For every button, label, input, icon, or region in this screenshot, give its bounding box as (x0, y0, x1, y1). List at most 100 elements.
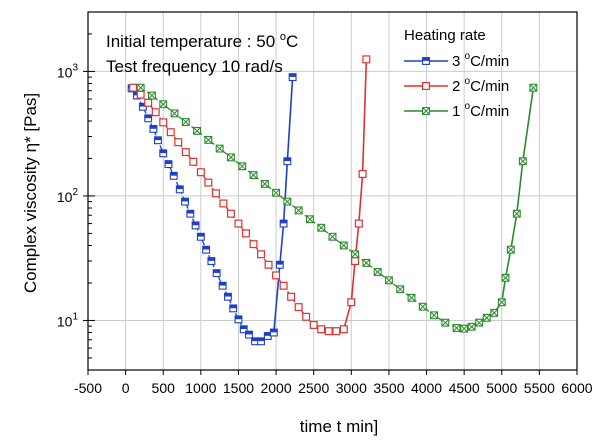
data-point-fill (229, 304, 237, 309)
data-point-cross (513, 209, 521, 218)
data-point-cross (529, 83, 538, 92)
data-point-cross (362, 259, 371, 267)
data-point-cross (490, 309, 498, 317)
data-point (272, 271, 281, 280)
data-point-fill (176, 185, 184, 190)
series-line-solid (255, 77, 294, 343)
y-axis-title: Complex viscosity η* [Pas] (21, 93, 40, 293)
data-point (339, 325, 348, 334)
data-point (294, 303, 303, 312)
y-tick-label: 102 (57, 187, 79, 205)
annotation-initial-temperature: Initial temperature : 50 oC (106, 31, 298, 51)
data-point-cross (261, 180, 269, 188)
data-point-cross (351, 250, 359, 259)
legend-label: 2 oC/min (452, 76, 509, 95)
data-point (211, 189, 220, 198)
data-point-fill (240, 325, 248, 330)
data-point-cross (317, 224, 325, 232)
data-point-cross (467, 322, 476, 331)
data-point-cross (136, 83, 145, 92)
x-tick-label: 6000 (561, 380, 592, 396)
data-point-fill (170, 172, 178, 176)
data-point-cross (340, 241, 348, 250)
legend-title: Heating rate (404, 27, 486, 44)
x-tick-label: 2500 (298, 380, 329, 396)
data-point-cross (170, 109, 179, 118)
x-tick-label: 3000 (336, 380, 367, 396)
data-point-cross (328, 233, 337, 241)
data-point-cross (306, 215, 314, 223)
x-tick-label: 1500 (223, 380, 254, 396)
data-point (226, 209, 235, 218)
data-point-fill (186, 210, 194, 214)
data-point (189, 157, 198, 166)
data-point (129, 83, 138, 92)
data-point (347, 298, 356, 307)
data-point (219, 199, 228, 208)
data-point (362, 55, 371, 64)
data-point-fill (257, 337, 265, 342)
data-point (332, 327, 341, 336)
data-point (166, 128, 175, 137)
data-point-fill (139, 103, 147, 107)
data-point (204, 178, 213, 187)
data-point-cross (396, 285, 404, 294)
data-point (317, 325, 326, 334)
data-point (257, 250, 266, 259)
data-point-cross (482, 314, 491, 322)
data-point-fill (144, 114, 152, 119)
data-point-cross (249, 171, 258, 179)
plot-frame (87, 11, 578, 371)
data-point (181, 148, 190, 157)
data-point-fill (289, 73, 297, 77)
data-point-cross (422, 107, 430, 115)
legend-entry: 1 oC/min (404, 101, 509, 120)
data-point-cross (519, 157, 527, 165)
x-tick-label: 3500 (373, 380, 404, 396)
legend: Heating rate 3 oC/min 2 oC/min 1 oC/min (404, 27, 509, 120)
data-point-fill (264, 332, 272, 336)
data-point-cross (430, 311, 438, 320)
series-layer (127, 55, 538, 346)
data-point (309, 320, 318, 329)
legend-entry: 3 oC/min (404, 51, 509, 70)
data-point (422, 81, 431, 90)
data-point-fill (245, 331, 253, 335)
data-point-fill (280, 220, 287, 224)
data-point-cross (507, 245, 515, 254)
data-point (264, 260, 273, 269)
data-point-fill (224, 293, 232, 297)
data-point (354, 219, 363, 228)
data-point-fill (181, 198, 189, 202)
data-point (302, 312, 311, 321)
data-point-cross (204, 136, 213, 144)
data-point (241, 229, 250, 238)
x-tick-label: 4500 (449, 380, 480, 396)
data-point (159, 118, 168, 127)
series-2 (136, 83, 538, 333)
data-point-fill (270, 329, 278, 333)
data-point-fill (150, 125, 157, 129)
series-line-solid (328, 59, 368, 332)
data-point-fill (422, 57, 430, 61)
data-point (174, 138, 183, 147)
data-point-cross (272, 189, 280, 197)
data-point-cross (227, 153, 235, 162)
data-point (234, 219, 243, 228)
data-point (151, 108, 160, 117)
data-point-fill (213, 269, 221, 273)
legend-entry: 2 oC/min (404, 76, 509, 95)
data-point-fill (165, 160, 172, 164)
x-tick-label: 5000 (486, 380, 517, 396)
data-point-cross (182, 118, 190, 126)
series-0 (127, 73, 297, 346)
data-point-fill (276, 261, 284, 265)
data-point-cross (475, 318, 483, 327)
data-point (279, 281, 288, 290)
data-point-fill (283, 157, 291, 162)
data-point-cross (419, 302, 427, 311)
data-point-fill (219, 282, 227, 286)
x-tick-label: 0 (122, 380, 130, 396)
data-point (324, 327, 333, 336)
